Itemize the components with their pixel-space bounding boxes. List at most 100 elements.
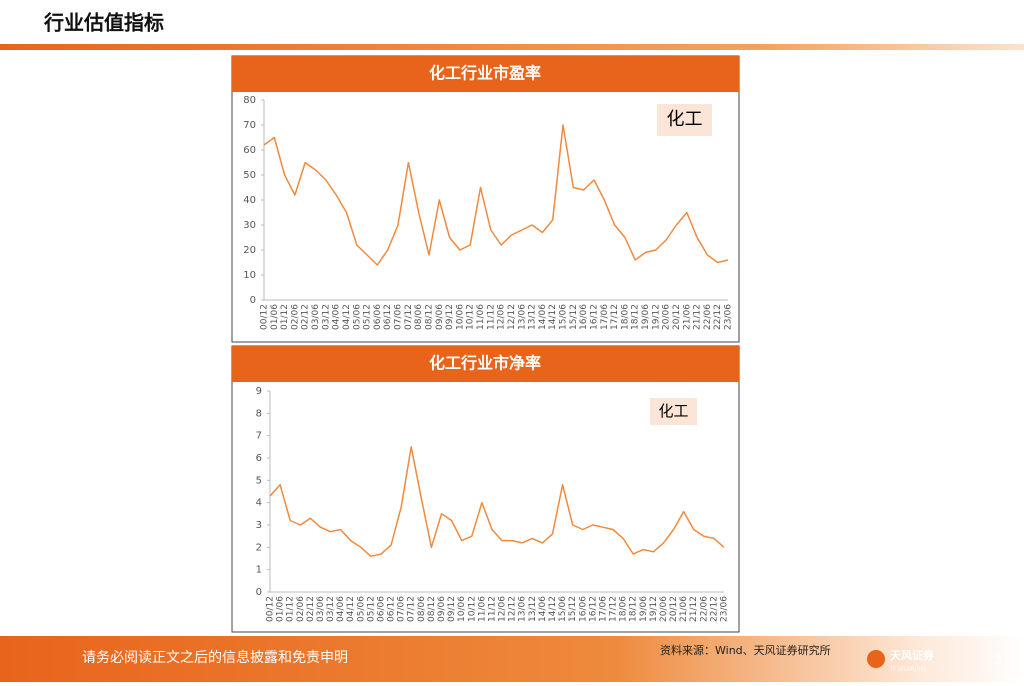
y-tick-label: 40 xyxy=(243,195,256,206)
x-tick-label: 16/06 xyxy=(579,304,589,330)
pe-line xyxy=(263,124,729,266)
x-tick-label: 07/12 xyxy=(404,304,414,330)
pe-line xyxy=(269,446,725,558)
x-tick-label: 10/12 xyxy=(466,304,476,330)
x-tick-label: 19/12 xyxy=(649,596,659,622)
x-tick-label: 15/06 xyxy=(558,596,568,622)
y-tick-label: 9 xyxy=(256,386,262,397)
x-tick-label: 08/06 xyxy=(414,304,424,330)
page-number: 3 xyxy=(994,653,1002,668)
chart-title: 化工行业市净率 xyxy=(429,354,541,373)
y-tick-label: 70 xyxy=(243,120,256,131)
chart-title: 化工行业市盈率 xyxy=(429,64,541,83)
x-tick-label: 18/06 xyxy=(619,596,629,622)
x-tick-label: 15/06 xyxy=(559,304,569,330)
x-tick-label: 01/06 xyxy=(276,596,286,622)
x-tick-label: 06/12 xyxy=(387,596,397,622)
logo-text: 天风证券 xyxy=(890,648,935,662)
x-tick-label: 01/12 xyxy=(280,304,290,330)
source: 资料来源：Wind、天风证券研究所 xyxy=(660,643,831,657)
x-tick-label: 19/06 xyxy=(641,304,651,330)
x-tick-label: 17/06 xyxy=(598,596,608,622)
logo-sub: TF SECURITIES xyxy=(889,667,927,673)
x-tick-label: 09/06 xyxy=(435,304,445,330)
x-tick-label: 20/06 xyxy=(659,596,669,622)
x-tick-label: 18/06 xyxy=(620,304,630,330)
x-tick-label: 18/12 xyxy=(631,304,641,330)
x-tick-label: 11/12 xyxy=(486,304,496,330)
x-tick-label: 12/06 xyxy=(497,304,507,330)
annotation-box xyxy=(657,104,712,136)
x-tick-label: 20/06 xyxy=(662,304,672,330)
x-tick-label: 22/06 xyxy=(703,304,713,330)
x-tick-label: 14/12 xyxy=(548,596,558,622)
x-tick-label: 20/12 xyxy=(669,596,679,622)
x-tick-label: 15/12 xyxy=(568,596,578,622)
x-tick-label: 22/12 xyxy=(709,596,719,622)
x-tick-label: 11/12 xyxy=(487,596,497,622)
x-tick-label: 18/12 xyxy=(629,596,639,622)
y-tick-label: 20 xyxy=(243,245,256,256)
x-tick-label: 09/12 xyxy=(445,304,455,330)
x-tick-label: 06/06 xyxy=(376,596,386,622)
x-tick-label: 02/06 xyxy=(290,304,300,330)
x-tick-label: 17/12 xyxy=(610,304,620,330)
y-tick-label: 80 xyxy=(243,95,256,106)
x-tick-label: 21/12 xyxy=(689,596,699,622)
y-tick-label: 7 xyxy=(256,431,262,442)
y-tick-label: 3 xyxy=(256,520,262,531)
chart-title-bar xyxy=(232,56,739,92)
x-tick-label: 20/12 xyxy=(672,304,682,330)
x-tick-label: 10/06 xyxy=(457,596,467,622)
x-tick-label: 00/12 xyxy=(260,304,270,330)
x-tick-label: 21/12 xyxy=(693,304,703,330)
x-tick-label: 13/12 xyxy=(528,304,538,330)
y-tick-label: 60 xyxy=(243,145,256,156)
x-tick-label: 04/06 xyxy=(336,596,346,622)
y-tick-label: 5 xyxy=(256,475,262,486)
x-tick-label: 03/12 xyxy=(326,596,336,622)
x-tick-label: 06/12 xyxy=(383,304,393,330)
x-tick-label: 22/12 xyxy=(713,304,723,330)
page-title: 行业估值指标 xyxy=(43,11,164,35)
x-tick-label: 10/06 xyxy=(455,304,465,330)
x-tick-label: 05/12 xyxy=(366,596,376,622)
x-tick-label: 16/12 xyxy=(589,304,599,330)
x-tick-label: 02/12 xyxy=(301,304,311,330)
x-tick-label: 00/12 xyxy=(266,596,276,622)
x-tick-label: 06/06 xyxy=(373,304,383,330)
x-tick-label: 05/12 xyxy=(363,304,373,330)
x-tick-label: 05/06 xyxy=(352,304,362,330)
x-tick-label: 17/06 xyxy=(600,304,610,330)
chart-title-bar xyxy=(232,346,739,382)
x-tick-label: 01/12 xyxy=(286,596,296,622)
x-tick-label: 02/06 xyxy=(296,596,306,622)
y-tick-label: 10 xyxy=(243,270,256,281)
x-tick-label: 19/06 xyxy=(639,596,649,622)
x-tick-label: 11/06 xyxy=(476,304,486,330)
annotation: 化工 xyxy=(667,109,703,130)
x-tick-label: 03/06 xyxy=(316,596,326,622)
x-tick-label: 01/06 xyxy=(270,304,280,330)
logo-mark xyxy=(867,650,885,668)
x-tick-label: 08/12 xyxy=(424,304,434,330)
x-tick-label: 21/06 xyxy=(682,304,692,330)
x-tick-label: 21/06 xyxy=(679,596,689,622)
chart-frame xyxy=(231,55,740,343)
y-tick-label: 0 xyxy=(256,587,262,598)
x-tick-label: 05/06 xyxy=(356,596,366,622)
x-tick-label: 04/12 xyxy=(346,596,356,622)
x-tick-label: 13/06 xyxy=(517,304,527,330)
x-tick-label: 09/06 xyxy=(437,596,447,622)
y-tick-label: 1 xyxy=(256,565,262,576)
x-tick-label: 13/12 xyxy=(528,596,538,622)
x-tick-label: 23/06 xyxy=(720,596,730,622)
x-tick-label: 23/06 xyxy=(724,304,734,330)
x-tick-label: 04/06 xyxy=(332,304,342,330)
chart-frame xyxy=(231,345,740,633)
x-tick-label: 12/12 xyxy=(507,304,517,330)
x-tick-label: 17/12 xyxy=(609,596,619,622)
x-tick-label: 22/06 xyxy=(699,596,709,622)
